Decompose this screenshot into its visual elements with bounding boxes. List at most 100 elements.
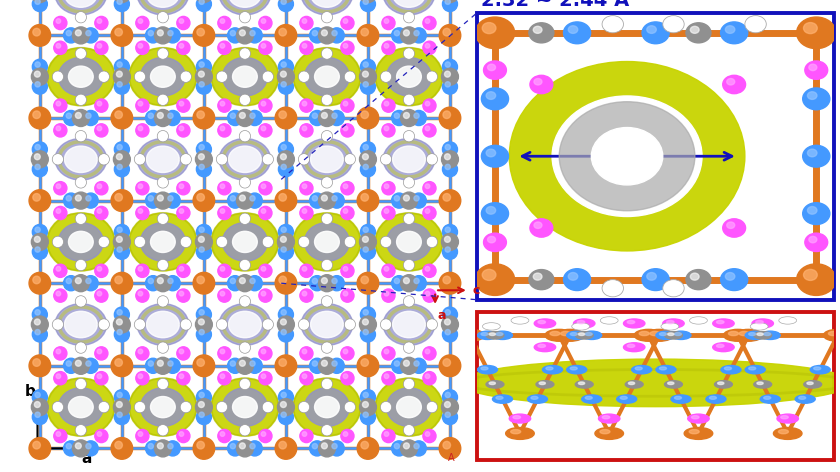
Ellipse shape <box>247 110 262 126</box>
Ellipse shape <box>179 101 184 106</box>
Ellipse shape <box>300 289 313 302</box>
Ellipse shape <box>332 31 337 36</box>
Ellipse shape <box>383 0 435 15</box>
Ellipse shape <box>322 12 333 23</box>
Ellipse shape <box>86 444 91 449</box>
Ellipse shape <box>228 358 243 373</box>
Ellipse shape <box>757 333 764 336</box>
Ellipse shape <box>384 267 389 271</box>
Ellipse shape <box>95 124 108 137</box>
Ellipse shape <box>538 344 545 347</box>
Ellipse shape <box>138 432 143 436</box>
Ellipse shape <box>114 0 129 12</box>
Ellipse shape <box>511 317 529 324</box>
Ellipse shape <box>721 365 741 374</box>
Ellipse shape <box>58 388 103 426</box>
Ellipse shape <box>715 380 732 388</box>
Ellipse shape <box>403 360 409 366</box>
Ellipse shape <box>539 382 545 385</box>
Ellipse shape <box>219 139 270 180</box>
Ellipse shape <box>760 395 780 403</box>
Ellipse shape <box>76 177 87 188</box>
Ellipse shape <box>177 41 190 54</box>
Ellipse shape <box>534 222 542 228</box>
Ellipse shape <box>279 441 286 449</box>
Ellipse shape <box>634 329 663 341</box>
Ellipse shape <box>111 355 133 377</box>
Ellipse shape <box>414 361 419 366</box>
Ellipse shape <box>199 62 204 67</box>
Ellipse shape <box>76 379 87 390</box>
Ellipse shape <box>360 79 375 94</box>
Ellipse shape <box>363 0 368 4</box>
Ellipse shape <box>443 142 458 157</box>
Ellipse shape <box>666 320 674 324</box>
Ellipse shape <box>318 192 335 209</box>
Ellipse shape <box>262 319 274 330</box>
Ellipse shape <box>579 382 585 385</box>
Ellipse shape <box>534 319 556 328</box>
Ellipse shape <box>534 78 542 85</box>
Ellipse shape <box>155 357 171 374</box>
Ellipse shape <box>218 17 231 30</box>
Ellipse shape <box>302 0 353 15</box>
Ellipse shape <box>261 291 265 296</box>
Ellipse shape <box>278 390 293 405</box>
Ellipse shape <box>168 31 173 36</box>
Ellipse shape <box>168 113 173 118</box>
Ellipse shape <box>113 316 130 333</box>
Ellipse shape <box>278 0 293 12</box>
Ellipse shape <box>403 94 415 106</box>
Ellipse shape <box>230 278 235 284</box>
Ellipse shape <box>197 194 204 201</box>
Ellipse shape <box>748 367 756 370</box>
Ellipse shape <box>54 182 67 195</box>
Ellipse shape <box>134 154 145 165</box>
Ellipse shape <box>423 347 436 360</box>
Ellipse shape <box>54 347 67 360</box>
Ellipse shape <box>721 269 748 291</box>
Ellipse shape <box>803 88 830 110</box>
Ellipse shape <box>745 331 765 339</box>
Ellipse shape <box>533 273 542 280</box>
Ellipse shape <box>582 395 601 403</box>
Ellipse shape <box>259 206 272 219</box>
Ellipse shape <box>199 164 204 169</box>
Ellipse shape <box>211 378 279 436</box>
Ellipse shape <box>179 184 184 188</box>
Ellipse shape <box>97 126 102 131</box>
Ellipse shape <box>35 227 40 232</box>
Ellipse shape <box>56 349 60 354</box>
Ellipse shape <box>177 264 190 278</box>
Ellipse shape <box>344 401 355 413</box>
Ellipse shape <box>481 88 508 110</box>
Ellipse shape <box>177 206 190 219</box>
Ellipse shape <box>33 390 47 405</box>
Ellipse shape <box>279 359 286 366</box>
Ellipse shape <box>344 236 355 247</box>
Ellipse shape <box>86 31 91 36</box>
Ellipse shape <box>115 276 123 284</box>
Ellipse shape <box>529 270 554 290</box>
Ellipse shape <box>198 402 204 407</box>
Ellipse shape <box>181 236 192 247</box>
Ellipse shape <box>391 276 407 291</box>
Ellipse shape <box>314 66 339 87</box>
Ellipse shape <box>157 130 169 142</box>
Ellipse shape <box>197 409 212 425</box>
Ellipse shape <box>276 355 297 377</box>
Ellipse shape <box>33 79 47 94</box>
Ellipse shape <box>136 41 149 54</box>
Ellipse shape <box>361 194 369 201</box>
Ellipse shape <box>179 374 184 379</box>
Ellipse shape <box>344 19 348 23</box>
Ellipse shape <box>598 414 620 423</box>
Ellipse shape <box>360 316 376 333</box>
Ellipse shape <box>233 396 257 418</box>
Ellipse shape <box>396 66 422 87</box>
Ellipse shape <box>237 192 254 209</box>
Ellipse shape <box>117 310 123 315</box>
Ellipse shape <box>444 319 450 325</box>
Ellipse shape <box>95 17 108 30</box>
Ellipse shape <box>196 233 213 250</box>
